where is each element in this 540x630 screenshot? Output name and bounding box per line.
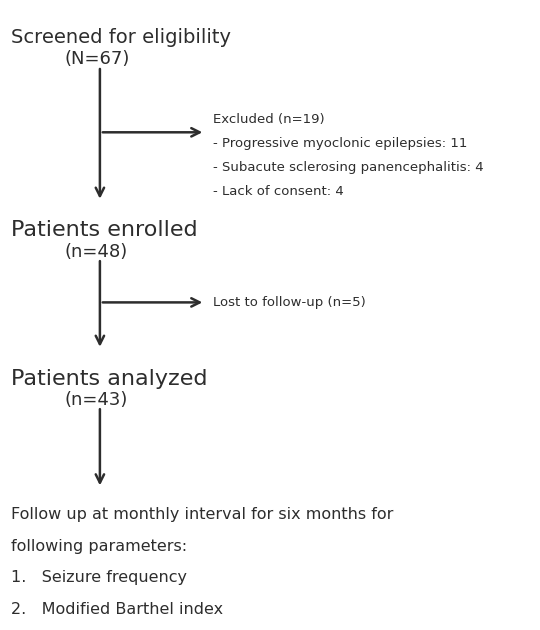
Text: - Progressive myoclonic epilepsies: 11: - Progressive myoclonic epilepsies: 11 [213,137,468,151]
Text: 1.   Seizure frequency: 1. Seizure frequency [11,570,187,585]
Text: (n=48): (n=48) [65,243,128,261]
Text: Screened for eligibility: Screened for eligibility [11,28,231,47]
Text: Excluded (n=19): Excluded (n=19) [213,113,325,127]
Text: Patients enrolled: Patients enrolled [11,220,198,241]
Text: (N=67): (N=67) [65,50,130,69]
Text: following parameters:: following parameters: [11,539,187,554]
Text: - Lack of consent: 4: - Lack of consent: 4 [213,185,344,198]
Text: Patients analyzed: Patients analyzed [11,369,207,389]
Text: Lost to follow-up (n=5): Lost to follow-up (n=5) [213,296,366,309]
Text: 2.   Modified Barthel index: 2. Modified Barthel index [11,602,223,617]
Text: - Subacute sclerosing panencephalitis: 4: - Subacute sclerosing panencephalitis: 4 [213,161,484,175]
Text: (n=43): (n=43) [65,391,128,409]
Text: Follow up at monthly interval for six months for: Follow up at monthly interval for six mo… [11,507,393,522]
